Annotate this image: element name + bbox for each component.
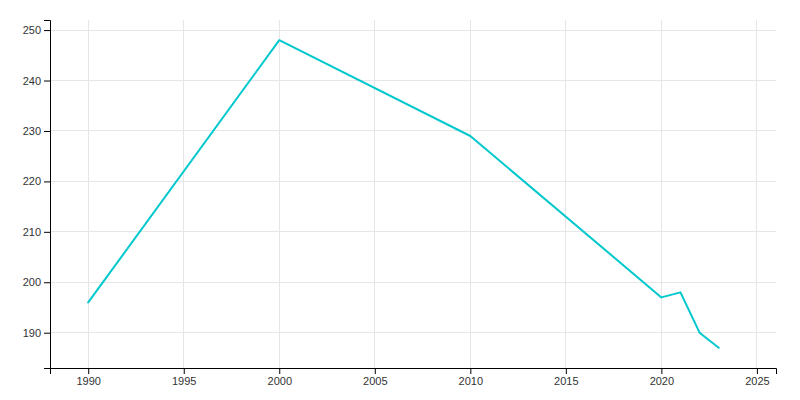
x-grid-line (374, 20, 375, 368)
y-tick: 190 (23, 327, 50, 339)
y-tick: 210 (23, 226, 50, 238)
y-grid-line (50, 80, 776, 81)
chart: 1990 1995 2000 2005 2010 2015 2020 2025 190 200 21… (0, 0, 800, 400)
x-grid-line (470, 20, 471, 368)
y-grid-line (50, 282, 776, 283)
x-tick: 2010 (459, 368, 483, 387)
data-line (88, 40, 718, 348)
x-tick-mark (184, 368, 185, 374)
x-tick-mark (470, 368, 471, 374)
x-tick: 2020 (650, 368, 674, 387)
x-tick: 2025 (745, 368, 769, 387)
x-grid-line (756, 20, 757, 368)
y-tick-mark (44, 81, 50, 82)
y-tick: 240 (23, 75, 50, 87)
x-tick-label: 2000 (268, 375, 292, 387)
x-tick-mark (88, 368, 89, 374)
x-tick: 1990 (76, 368, 100, 387)
y-grid-line (50, 332, 776, 333)
y-tick: 250 (23, 24, 50, 36)
marks (88, 40, 718, 348)
x-tick: 2005 (363, 368, 387, 387)
x-axis: 1990 1995 2000 2005 2010 2015 2020 2025 (51, 368, 777, 387)
x-tick-label: 2005 (363, 375, 387, 387)
y-tick-mark (44, 30, 50, 31)
y-tick-label: 220 (23, 175, 41, 187)
x-grid-line (88, 20, 89, 368)
y-tick: 200 (23, 276, 50, 288)
x-tick-mark (661, 368, 662, 374)
x-tick-label: 1995 (172, 375, 196, 387)
x-tick-mark (279, 368, 280, 374)
y-tick-label: 200 (23, 276, 41, 288)
x-tick-label: 2015 (554, 375, 578, 387)
x-tick-label: 2010 (459, 375, 483, 387)
x-grid-line (565, 20, 566, 368)
grid (50, 20, 776, 368)
y-tick-label: 210 (23, 226, 41, 238)
y-grid-line (50, 130, 776, 131)
x-grid-line (661, 20, 662, 368)
y-tick-label: 190 (23, 327, 41, 339)
x-tick: 1995 (172, 368, 196, 387)
y-tick-mark (44, 282, 50, 283)
plot: 1990 1995 2000 2005 2010 2015 2020 2025 190 200 21… (23, 20, 777, 387)
y-tick: 230 (23, 125, 50, 137)
y-grid-line (50, 231, 776, 232)
y-tick-label: 230 (23, 125, 41, 137)
y-tick-mark (44, 232, 50, 233)
x-tick-label: 2020 (650, 375, 674, 387)
y-axis: 190 200 210 220 230 240 250 (23, 21, 51, 369)
x-grid-line (279, 20, 280, 368)
y-tick-label: 250 (23, 24, 41, 36)
x-tick-label: 1990 (76, 375, 100, 387)
y-tick-mark (44, 181, 50, 182)
y-tick-label: 240 (23, 75, 41, 87)
x-grid-line (183, 20, 184, 368)
x-tick-mark (566, 368, 567, 374)
x-axis-line (51, 369, 777, 375)
y-grid-line (50, 181, 776, 182)
x-tick-label: 2025 (745, 375, 769, 387)
x-tick-mark (757, 368, 758, 374)
y-tick-mark (44, 131, 50, 132)
x-tick-mark (375, 368, 376, 374)
y-grid-line (50, 30, 776, 31)
y-tick: 220 (23, 175, 50, 187)
y-axis-line (44, 21, 51, 369)
y-tick-mark (44, 333, 50, 334)
x-tick: 2015 (554, 368, 578, 387)
x-tick: 2000 (268, 368, 292, 387)
